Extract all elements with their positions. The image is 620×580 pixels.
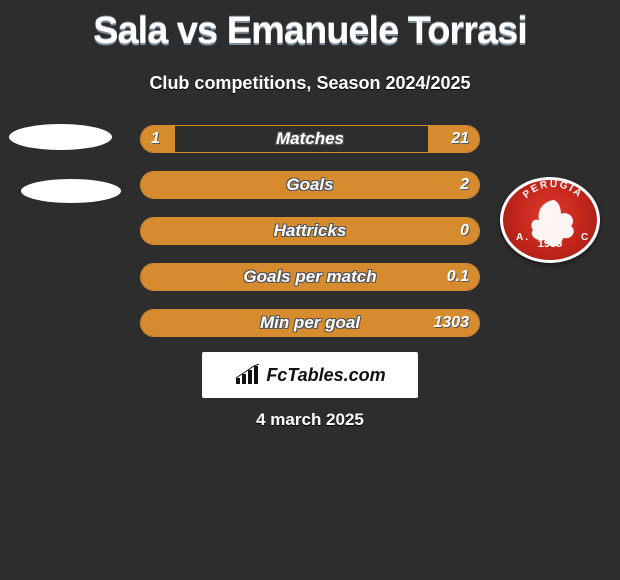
stat-label: Goals (141, 172, 479, 198)
footer-date: 4 march 2025 (0, 410, 620, 430)
stat-value-left: 1 (151, 126, 160, 152)
stat-value-right: 2 (460, 172, 469, 198)
stat-row: Goals per match0.1 (140, 263, 480, 291)
brand-box[interactable]: FcTables.com (202, 352, 418, 398)
crest-year: 1905 (503, 238, 597, 250)
comparison-rows: Matches1 21 Goals2 Hattricks0 Goals per matc… (140, 125, 480, 355)
left-team-logo-2 (21, 179, 121, 203)
stat-value-right: 0 (460, 218, 469, 244)
stat-row: Goals2 (140, 171, 480, 199)
brand-text: FcTables.com (266, 365, 385, 386)
stat-label: Matches (141, 126, 479, 152)
svg-text:PERUGIA: PERUGIA (521, 180, 585, 201)
stat-value-right: 1303 (433, 310, 469, 336)
stat-value-right: 0.1 (447, 264, 469, 290)
stat-row: Min per goal1303 (140, 309, 480, 337)
left-team-logo-1 (9, 124, 112, 150)
stat-label: Goals per match (141, 264, 479, 290)
stat-row: Matches1 21 (140, 125, 480, 153)
bar-chart-icon (234, 364, 260, 386)
stat-label: Min per goal (141, 310, 479, 336)
stat-row: Hattricks0 (140, 217, 480, 245)
right-team-crest: PERUGIA A. C. 1905 (500, 177, 600, 263)
page-title: Sala vs Emanuele Torrasi (0, 0, 620, 53)
stat-value-right: 21 (451, 126, 469, 152)
subtitle: Club competitions, Season 2024/2025 (0, 73, 620, 94)
stat-label: Hattricks (141, 218, 479, 244)
